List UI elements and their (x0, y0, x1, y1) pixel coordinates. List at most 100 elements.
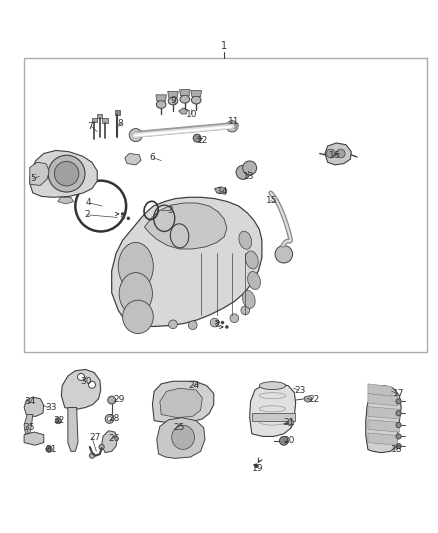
Text: 22: 22 (308, 395, 319, 404)
Polygon shape (168, 91, 178, 98)
Text: 34: 34 (24, 397, 35, 406)
Polygon shape (61, 369, 101, 409)
Ellipse shape (180, 95, 190, 103)
Circle shape (188, 321, 197, 329)
Ellipse shape (118, 243, 153, 290)
Text: 8: 8 (117, 119, 123, 128)
Text: 26: 26 (109, 434, 120, 443)
Text: 32: 32 (53, 416, 65, 425)
Polygon shape (30, 150, 97, 197)
Polygon shape (191, 91, 201, 96)
Polygon shape (112, 197, 262, 327)
Text: 11: 11 (228, 117, 239, 126)
Polygon shape (160, 388, 202, 418)
Circle shape (48, 155, 85, 192)
Polygon shape (58, 197, 74, 204)
Polygon shape (24, 415, 33, 434)
Polygon shape (304, 395, 312, 402)
Polygon shape (250, 384, 296, 437)
Circle shape (105, 415, 114, 423)
Polygon shape (152, 381, 214, 423)
Circle shape (326, 149, 335, 158)
Polygon shape (125, 154, 141, 165)
Text: 15: 15 (266, 196, 278, 205)
Circle shape (254, 464, 258, 468)
Circle shape (336, 149, 345, 158)
Circle shape (396, 410, 401, 416)
Text: 27: 27 (89, 433, 100, 442)
Circle shape (108, 396, 116, 404)
Text: 20: 20 (284, 437, 295, 446)
Text: 12: 12 (197, 136, 208, 145)
Text: 18: 18 (391, 445, 402, 454)
Text: 4: 4 (85, 198, 91, 207)
Text: 25: 25 (173, 423, 184, 432)
Circle shape (221, 321, 224, 324)
Circle shape (54, 161, 79, 186)
Circle shape (169, 320, 177, 329)
Circle shape (88, 381, 95, 388)
Circle shape (89, 453, 95, 458)
Polygon shape (368, 420, 399, 432)
Polygon shape (24, 397, 44, 416)
Polygon shape (102, 118, 108, 123)
Text: 16: 16 (328, 151, 340, 160)
Ellipse shape (242, 290, 255, 309)
Circle shape (396, 399, 401, 404)
Polygon shape (30, 162, 49, 185)
Text: 17: 17 (393, 390, 405, 399)
Text: 6: 6 (149, 154, 155, 163)
Polygon shape (180, 90, 190, 96)
Text: 19: 19 (252, 464, 263, 473)
Circle shape (46, 446, 52, 452)
Ellipse shape (119, 273, 152, 314)
Text: 1: 1 (221, 41, 227, 51)
Text: 21: 21 (284, 418, 295, 427)
Polygon shape (215, 187, 227, 194)
Text: 2: 2 (84, 211, 90, 219)
Circle shape (107, 417, 112, 421)
Ellipse shape (172, 425, 194, 449)
Text: 3: 3 (167, 206, 173, 215)
Circle shape (55, 418, 61, 424)
Ellipse shape (239, 231, 252, 249)
Polygon shape (156, 95, 166, 101)
Ellipse shape (247, 271, 261, 289)
Polygon shape (115, 110, 120, 115)
Text: 5: 5 (30, 174, 35, 183)
Polygon shape (368, 384, 392, 396)
Circle shape (396, 434, 401, 439)
Circle shape (210, 318, 219, 327)
Text: 7: 7 (87, 122, 92, 131)
Text: 33: 33 (45, 403, 57, 412)
Polygon shape (368, 433, 398, 445)
Polygon shape (368, 393, 398, 406)
Circle shape (279, 437, 288, 445)
Ellipse shape (245, 251, 258, 269)
Text: 23: 23 (294, 385, 305, 394)
Polygon shape (24, 432, 44, 445)
Circle shape (129, 128, 142, 142)
Text: 2: 2 (215, 320, 220, 329)
Text: 30: 30 (80, 377, 92, 386)
Circle shape (99, 445, 104, 449)
Polygon shape (252, 413, 295, 421)
Circle shape (275, 246, 293, 263)
Polygon shape (179, 108, 187, 114)
Polygon shape (325, 143, 351, 165)
Text: 10: 10 (186, 110, 198, 119)
Text: 35: 35 (23, 423, 35, 432)
Circle shape (288, 420, 294, 426)
Text: 14: 14 (217, 187, 228, 196)
Text: 29: 29 (113, 395, 124, 403)
Ellipse shape (168, 97, 178, 105)
Ellipse shape (259, 382, 286, 390)
Polygon shape (97, 114, 102, 118)
Circle shape (78, 374, 85, 381)
Polygon shape (92, 118, 97, 122)
Ellipse shape (123, 300, 153, 334)
Text: 31: 31 (45, 445, 57, 454)
Text: 13: 13 (243, 172, 254, 181)
Text: 24: 24 (188, 381, 200, 390)
Circle shape (121, 212, 124, 216)
